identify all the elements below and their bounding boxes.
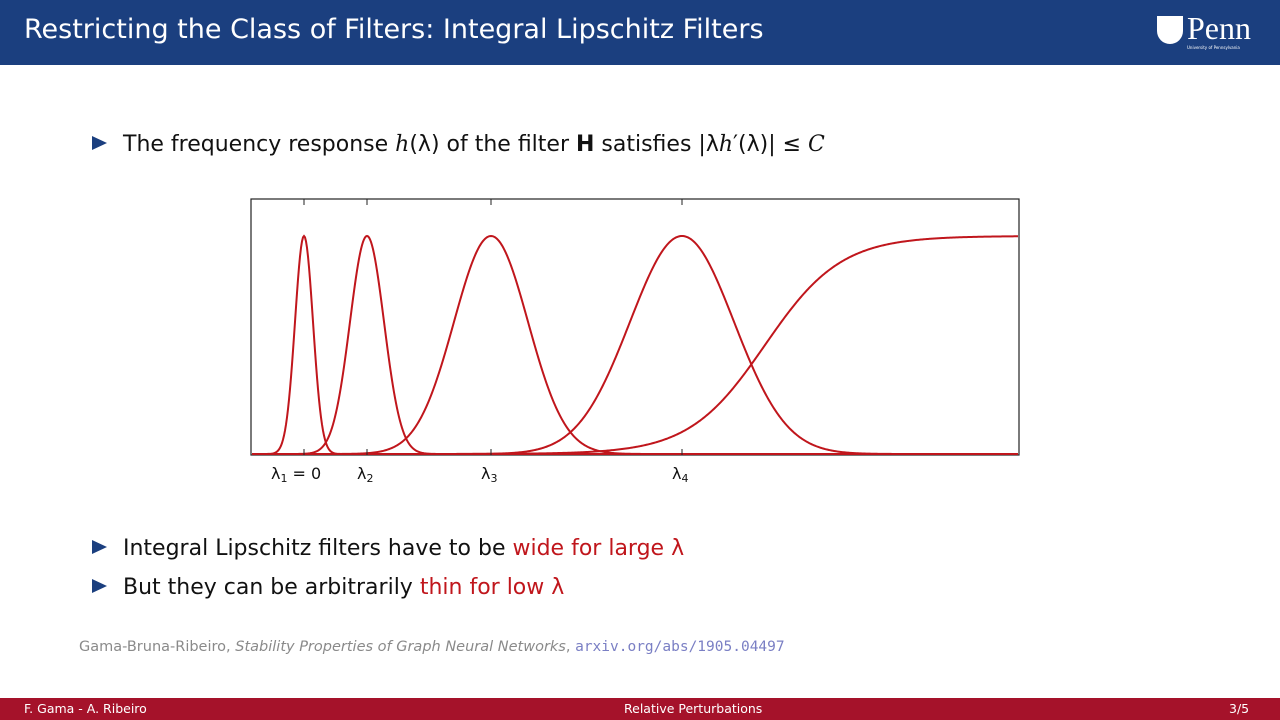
text: satisfies |λ: [594, 132, 719, 157]
logo-word: Penn: [1187, 10, 1251, 46]
text: ′(λ)| ≤: [733, 132, 809, 157]
footer-center: Relative Perturbations: [624, 701, 763, 716]
filter-curve: [252, 234, 1018, 455]
math-bold: H: [576, 132, 595, 157]
separator: ,: [565, 639, 576, 655]
subscript: 2: [366, 472, 373, 485]
text: The frequency response: [123, 132, 396, 157]
paper-title: Stability Properties of Graph Neural Net…: [235, 639, 566, 655]
filter-curve: [252, 234, 1018, 455]
tick-label: λ4: [672, 464, 688, 485]
math: C: [808, 132, 825, 157]
tick-label: λ1 = 0: [271, 464, 321, 485]
text: Integral Lipschitz filters have to be: [123, 536, 513, 561]
text: But they can be arbitrarily: [123, 575, 420, 600]
filter-curve: [252, 235, 1019, 455]
highlight: wide for large λ: [512, 536, 685, 561]
bullet-marker: [92, 579, 107, 593]
authors: Gama-Bruna-Ribeiro,: [79, 639, 236, 655]
bullet-marker: [92, 136, 107, 150]
logo-shield: [1157, 16, 1183, 44]
subscript: 3: [490, 472, 497, 485]
slide-title: Restricting the Class of Filters: Integr…: [24, 14, 764, 45]
filter-curve: [252, 234, 1018, 455]
text: (λ) of the filter: [409, 132, 576, 157]
footer-right: 3/5: [1229, 701, 1250, 716]
footer: F. Gama - A. Ribeiro Relative Perturbati…: [0, 698, 1280, 720]
footer-left: F. Gama - A. Ribeiro: [24, 701, 147, 716]
symbol: λ: [357, 464, 366, 483]
symbol: λ: [672, 464, 681, 483]
filter-curve: [252, 234, 1018, 455]
symbol: λ: [481, 464, 490, 483]
link[interactable]: arxiv.org/abs/1905.04497: [575, 639, 785, 655]
figure: λ1 = 0 λ2 λ3 λ4: [250, 198, 1020, 485]
tick-label: λ3: [481, 464, 497, 485]
bullet: The frequency response h(λ) of the filte…: [92, 132, 825, 157]
subscript: 4: [681, 472, 688, 485]
bullet: Integral Lipschitz filters have to be wi…: [92, 536, 684, 561]
logo-sub: University of Pennsylvania: [1187, 45, 1240, 50]
highlight: thin for low λ: [419, 575, 565, 600]
tick-label: λ2: [357, 464, 373, 485]
math: h: [718, 132, 734, 157]
subscript: 1: [280, 472, 287, 485]
bullet: But they can be arbitrarily thin for low…: [92, 575, 564, 600]
math: h: [395, 132, 410, 157]
header: Restricting the Class of Filters: Integr…: [0, 0, 1280, 65]
logo: Penn University of Pennsylvania: [1157, 10, 1261, 50]
tick-rest: = 0: [287, 464, 321, 483]
citation: Gama-Bruna-Ribeiro, Stability Properties…: [79, 639, 785, 655]
bullet-marker: [92, 540, 107, 554]
symbol: λ: [271, 464, 280, 483]
